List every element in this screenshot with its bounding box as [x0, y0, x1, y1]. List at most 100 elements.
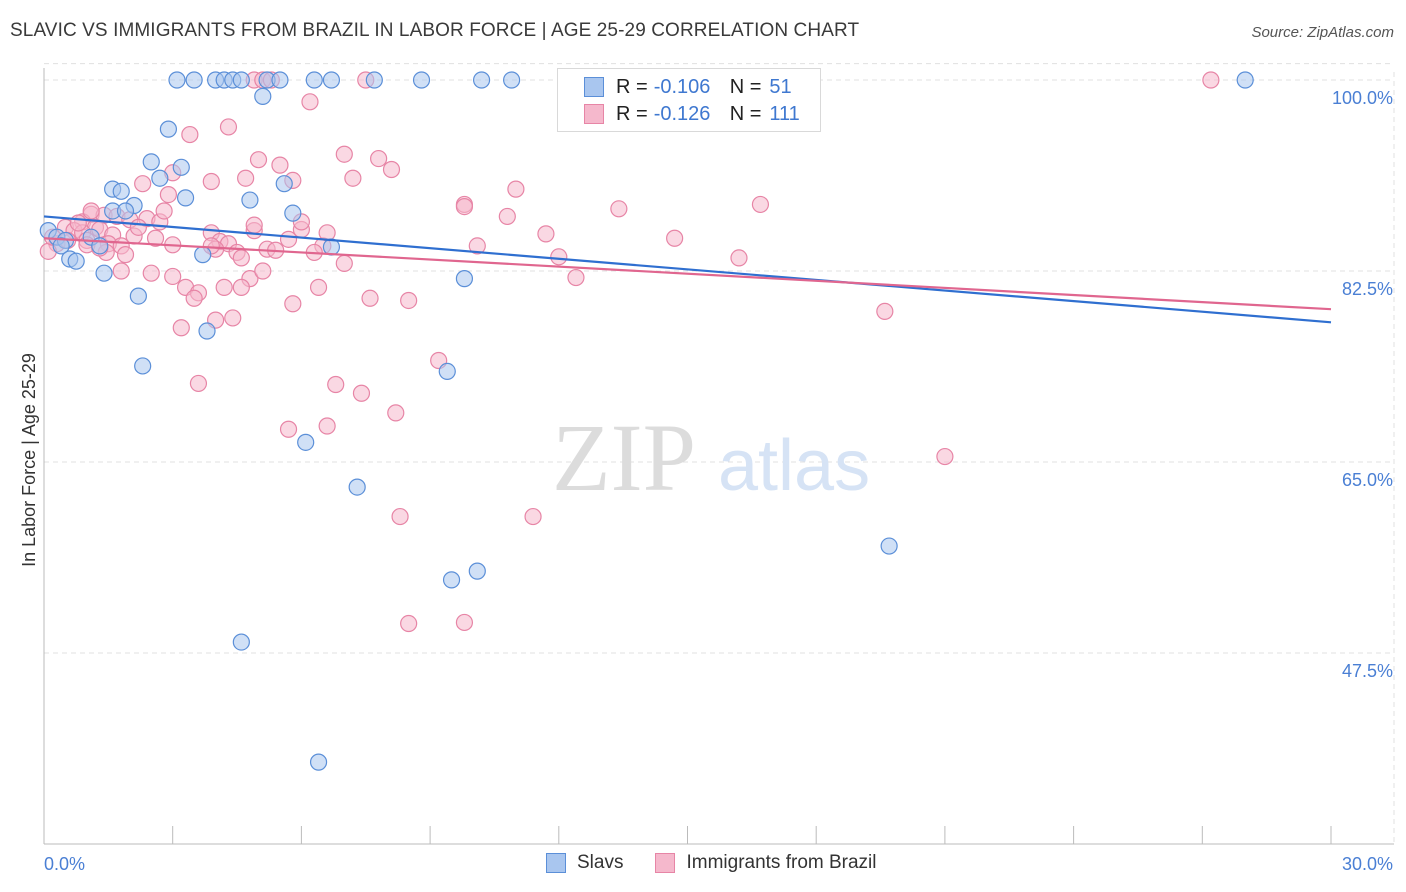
- legend-r-label: R =: [616, 75, 648, 98]
- axis-layer: [43, 68, 1394, 845]
- slavs-point: [472, 71, 491, 89]
- brazil-point: [254, 262, 272, 280]
- x-tick-label: 30.0%: [1342, 854, 1393, 874]
- brazil-point: [550, 248, 568, 266]
- brazil-point: [327, 375, 345, 394]
- brazil-point: [284, 295, 302, 313]
- slavs-point: [275, 175, 293, 193]
- legend-row-brazil: R = -0.126 N = 111: [558, 100, 800, 128]
- slavs-point: [412, 71, 431, 89]
- slavs-point: [67, 252, 85, 270]
- brazil-point: [202, 172, 220, 191]
- slavs-points: [39, 71, 1254, 771]
- y-axis-label: In Labor Force | Age 25-29: [19, 353, 39, 567]
- brazil-point: [537, 225, 555, 243]
- slavs-point: [95, 264, 113, 282]
- legend-r-value: -0.126: [653, 102, 711, 125]
- brazil-point: [751, 195, 770, 214]
- brazil-point: [309, 278, 328, 296]
- brazil-point: [610, 200, 628, 218]
- brazil-point: [224, 309, 242, 327]
- slavs-point: [284, 204, 302, 222]
- brazil-point: [172, 319, 190, 337]
- brazil-point: [876, 302, 894, 320]
- brazil-point: [69, 214, 87, 232]
- slavs-point: [455, 270, 474, 288]
- brazil-point: [301, 93, 319, 111]
- slavs-point: [176, 189, 195, 207]
- slavs-point: [185, 71, 203, 89]
- brazil-point: [344, 169, 362, 187]
- brazil-point: [232, 249, 250, 267]
- brazil-point: [468, 237, 486, 255]
- brazil-point: [335, 254, 353, 272]
- slavs-point: [442, 571, 461, 589]
- brazil-point: [181, 125, 199, 144]
- brazil-point: [391, 507, 409, 526]
- brazil-point: [82, 202, 100, 220]
- slavs-point: [1236, 71, 1254, 89]
- brazil-point: [279, 230, 298, 248]
- slavs-point: [322, 71, 341, 89]
- brazil-point: [335, 145, 353, 163]
- slavs-point: [503, 71, 521, 89]
- slavs-point: [241, 191, 259, 209]
- series-legend-brazil[interactable]: Immigrants from Brazil: [655, 852, 877, 874]
- slavs-point: [172, 158, 190, 176]
- slavs-point: [309, 753, 328, 771]
- brazil-point: [232, 278, 250, 296]
- slavs-point: [159, 120, 178, 138]
- brazil-point: [730, 249, 748, 267]
- brazil-point: [215, 278, 233, 296]
- slavs-point: [305, 71, 323, 89]
- brazil-point: [400, 614, 418, 633]
- brazil-point: [142, 264, 160, 282]
- brazil-point: [387, 404, 405, 422]
- chart-title: SLAVIC VS IMMIGRANTS FROM BRAZIL IN LABO…: [10, 20, 860, 41]
- brazil-points: [39, 71, 1220, 633]
- legend-row-slavs: R = -0.106 N = 51: [558, 73, 792, 101]
- brazil-point: [507, 180, 525, 198]
- slavs-point: [116, 202, 135, 220]
- slavs-point: [365, 71, 383, 89]
- brazil-point: [666, 229, 684, 247]
- legend-n-label: N =: [729, 102, 762, 125]
- legend-r-value: -0.106: [653, 75, 711, 98]
- watermark-zip: ZIP: [552, 404, 696, 511]
- slavs-point: [52, 237, 70, 255]
- brazil-point: [134, 175, 152, 193]
- legend-n-value: 111: [769, 102, 800, 125]
- slavs-point: [232, 633, 250, 651]
- stats-legend: R = -0.106 N = 51 R = -0.126 N = 111: [557, 68, 821, 132]
- slavs-point: [348, 478, 366, 496]
- brazil-point: [361, 289, 379, 307]
- slavs-point: [194, 246, 212, 264]
- brazil-point: [245, 216, 263, 234]
- slavs-point: [254, 87, 272, 105]
- brazil-point: [567, 268, 585, 287]
- slavs-point: [297, 433, 315, 451]
- brazil-point: [159, 186, 178, 204]
- brazil-point: [936, 447, 954, 466]
- brazil-point: [249, 151, 268, 169]
- slavs-point: [438, 362, 456, 381]
- legend-swatch-slavs: [584, 77, 604, 97]
- source-credit: Source: ZipAtlas.com: [1251, 24, 1394, 41]
- series-legend-slavs[interactable]: Slavs: [546, 852, 623, 874]
- brazil-point: [400, 291, 418, 310]
- slavs-point: [151, 169, 169, 187]
- y-tick-label: 47.5%: [1342, 661, 1393, 681]
- slavs-point: [129, 287, 147, 305]
- brazil-point: [129, 218, 147, 236]
- brazil-point: [318, 417, 336, 435]
- slavs-point: [468, 562, 486, 580]
- slavs-point: [232, 71, 250, 89]
- label-layer: 47.5% 65.0% 82.5% 100.0% 0.0% 30.0%: [44, 88, 1393, 874]
- slavs-point: [142, 153, 160, 171]
- brazil-point: [189, 374, 208, 393]
- brazil-point: [112, 262, 130, 280]
- brazil-point: [524, 507, 542, 526]
- x-tick-label: 0.0%: [44, 854, 85, 874]
- brazil-point: [271, 156, 289, 174]
- slavs-point: [134, 357, 152, 375]
